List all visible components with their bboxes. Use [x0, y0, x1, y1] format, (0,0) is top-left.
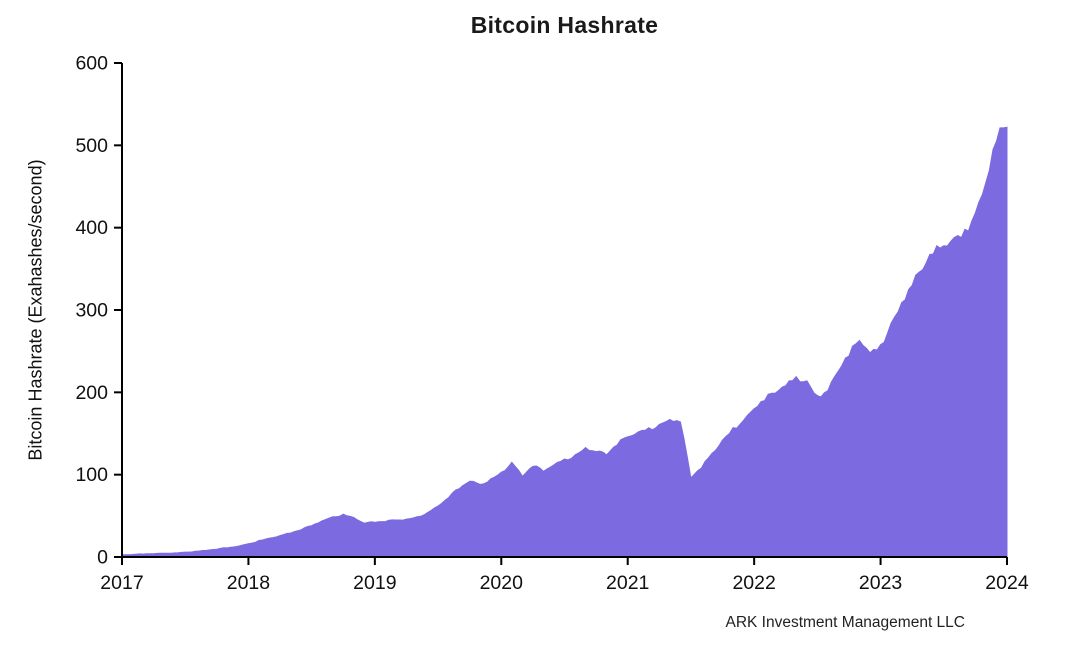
y-axis-label: Bitcoin Hashrate (Exahashes/second) [25, 159, 46, 461]
y-tick-label: 400 [75, 217, 108, 239]
x-tick-label: 2024 [985, 572, 1029, 594]
x-tick-label: 2021 [606, 572, 649, 594]
x-tick-label: 2018 [227, 572, 270, 594]
attribution-text: ARK Investment Management LLC [725, 614, 965, 631]
y-tick-label: 100 [75, 464, 108, 486]
x-tick-label: 2022 [732, 572, 775, 594]
x-tick-label: 2020 [480, 572, 524, 594]
hashrate-area-path [121, 126, 1008, 558]
y-tick-label: 600 [75, 53, 108, 75]
x-tick-label: 2019 [353, 572, 396, 594]
y-tick-label: 0 [97, 547, 108, 569]
y-tick-label: 300 [75, 300, 108, 322]
x-tick-label: 2017 [100, 572, 143, 594]
y-tick-label: 500 [75, 135, 108, 157]
x-tick-label: 2023 [859, 572, 902, 594]
chart-title: Bitcoin Hashrate [470, 12, 659, 38]
y-tick-label: 200 [75, 382, 108, 404]
